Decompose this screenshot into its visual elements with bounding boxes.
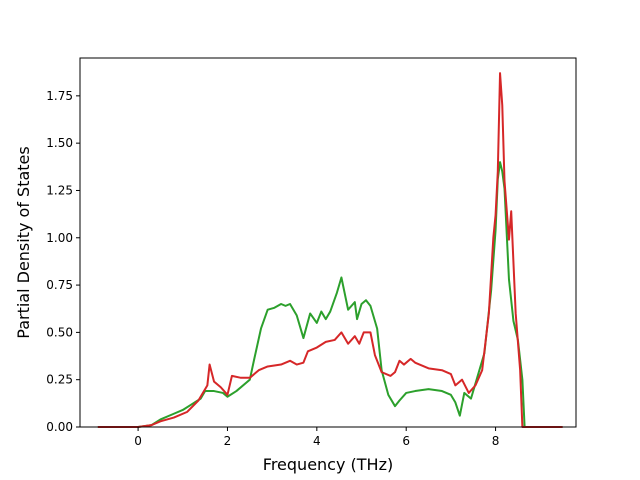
y-tick-label: 0.50 (46, 325, 73, 339)
y-tick-label: 0.25 (46, 373, 73, 387)
series-layer (97, 72, 563, 428)
x-tick-label: 4 (313, 434, 321, 448)
y-axis: 0.00 0.25 0.50 0.75 1.00 1.25 1.50 1.75 (46, 89, 80, 434)
y-tick-label: 0.75 (46, 278, 73, 292)
series-line-2 (97, 72, 563, 428)
y-tick-label: 1.00 (46, 231, 73, 245)
x-tick-label: 8 (492, 434, 500, 448)
x-axis: 0 2 4 6 8 (134, 427, 499, 448)
x-tick-label: 2 (224, 434, 232, 448)
x-tick-label: 6 (402, 434, 410, 448)
y-tick-label: 1.75 (46, 89, 73, 103)
y-tick-label: 0.00 (46, 420, 73, 434)
x-axis-label: Frequency (THz) (263, 455, 393, 474)
y-tick-label: 1.50 (46, 136, 73, 150)
x-tick-label: 0 (134, 434, 142, 448)
y-tick-label: 1.25 (46, 183, 73, 197)
axes-frame (79, 57, 577, 428)
y-axis-label: Partial Density of States (14, 146, 33, 338)
series-line-1 (97, 161, 563, 428)
